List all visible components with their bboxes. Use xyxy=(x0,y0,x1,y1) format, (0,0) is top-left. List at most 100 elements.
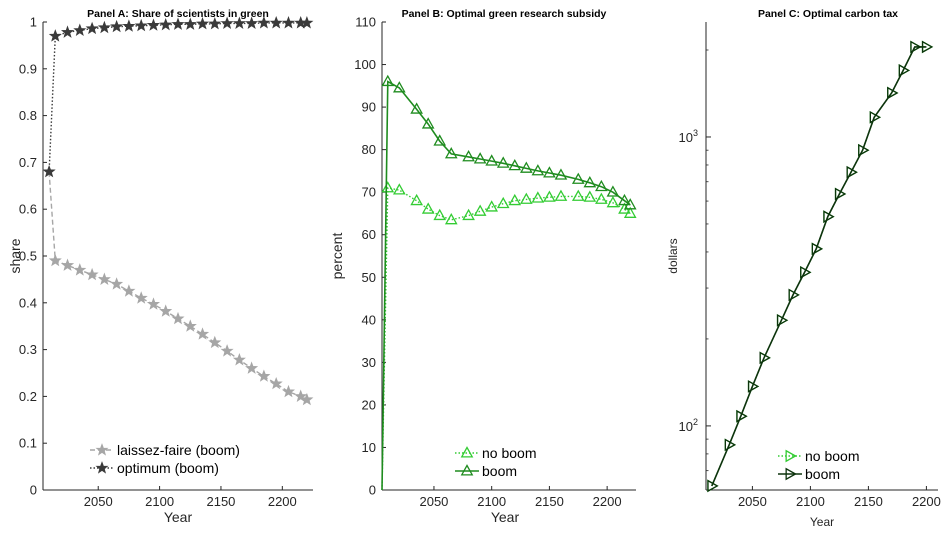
y-tick-label: 60 xyxy=(362,227,376,242)
legend: no boom boom xyxy=(778,448,859,482)
data-point-marker xyxy=(583,175,597,188)
y-axis-label: dollars xyxy=(666,238,680,273)
y-tick-label: 1 xyxy=(30,15,37,30)
data-point-marker xyxy=(485,154,499,166)
series-line xyxy=(711,46,927,487)
data-point-marker xyxy=(410,193,423,206)
x-tick-label: 2050 xyxy=(738,494,767,509)
y-tick-label: 0.6 xyxy=(19,202,37,217)
data-point-marker xyxy=(294,389,308,403)
data-point-marker xyxy=(606,185,620,197)
data-point-marker xyxy=(220,16,234,30)
data-point-marker xyxy=(171,17,185,30)
x-tick-label: 2050 xyxy=(84,494,113,509)
legend-marker xyxy=(785,467,797,481)
data-point-marker xyxy=(97,272,111,286)
data-point-marker xyxy=(208,335,222,349)
x-tick-label: 2100 xyxy=(796,494,825,509)
x-tick-label: 2150 xyxy=(854,494,883,509)
x-tick-label: 2150 xyxy=(206,494,235,509)
data-point-marker xyxy=(811,242,824,256)
y-tick-label: 0 xyxy=(369,483,376,498)
data-point-marker xyxy=(381,74,395,87)
data-point-marker xyxy=(623,206,637,218)
data-point-marker xyxy=(858,143,870,157)
data-point-marker xyxy=(788,288,800,302)
x-axis-label: Year xyxy=(164,509,193,525)
data-point-marker xyxy=(823,210,835,223)
data-point-marker xyxy=(421,117,435,129)
y-tick-label: 40 xyxy=(362,312,376,327)
data-point-marker xyxy=(473,152,487,164)
panel-3: Panel C: Optimal carbon tax 2050 2100 2150 2… xyxy=(666,8,941,529)
y-tick-label: 0.9 xyxy=(19,61,37,76)
y-tick-label: 50 xyxy=(362,270,376,285)
data-point-marker xyxy=(531,164,545,176)
y-tick-label: 30 xyxy=(362,355,376,370)
data-point-marker xyxy=(910,40,922,54)
data-point-marker xyxy=(392,81,406,93)
series-line xyxy=(381,80,631,491)
data-point-marker xyxy=(724,438,737,452)
series-1 xyxy=(381,181,637,491)
data-point-marker xyxy=(618,193,631,206)
data-point-marker xyxy=(846,165,858,179)
data-point-marker xyxy=(232,16,246,30)
y-tick-label: 10 xyxy=(362,440,376,455)
data-point-marker xyxy=(300,392,314,406)
y-tick-label: 0.3 xyxy=(19,342,37,357)
data-point-marker xyxy=(869,110,882,124)
data-point-marker xyxy=(171,311,185,325)
data-point-marker xyxy=(269,376,283,390)
data-point-marker xyxy=(245,16,259,30)
series-1 xyxy=(707,40,934,493)
data-point-marker xyxy=(42,164,56,178)
data-point-marker xyxy=(595,192,608,204)
panel-title: Panel B: Optimal green research subsidy xyxy=(402,8,607,20)
data-point-marker xyxy=(110,19,124,33)
data-point-marker xyxy=(195,327,210,340)
y-tick-label: 110 xyxy=(355,15,376,30)
x-tick-label: 2050 xyxy=(419,494,448,509)
legend-marker xyxy=(95,461,109,474)
y-tick-label: 0.2 xyxy=(19,389,37,404)
data-point-marker xyxy=(122,284,136,297)
legend-label: laissez-faire (boom) xyxy=(117,442,240,458)
data-point-marker xyxy=(707,479,719,493)
data-point-marker xyxy=(134,18,148,32)
data-point-marker xyxy=(921,40,934,54)
x-tick-label: 2150 xyxy=(535,494,564,509)
y-tick-label: 0.8 xyxy=(19,108,37,123)
data-point-marker xyxy=(281,16,296,29)
data-point-marker xyxy=(183,319,197,332)
data-point-marker xyxy=(421,202,435,214)
y-tick-label: 90 xyxy=(362,100,376,115)
y-tick-label: 103 xyxy=(679,128,698,145)
x-tick-label: 2100 xyxy=(477,494,506,509)
y-axis-label: percent xyxy=(329,233,345,280)
y-tick-label: 100 xyxy=(354,57,376,72)
data-point-marker xyxy=(887,86,899,100)
data-point-marker xyxy=(232,353,246,366)
data-point-marker xyxy=(257,16,271,29)
panel-title: Panel A: Share of scientists in green xyxy=(87,8,269,20)
data-point-marker xyxy=(508,158,522,171)
data-point-marker xyxy=(183,17,197,30)
data-point-marker xyxy=(73,23,87,37)
y-tick-label: 102 xyxy=(679,417,698,434)
data-point-marker xyxy=(245,361,259,374)
data-point-marker xyxy=(392,183,406,195)
data-point-marker xyxy=(583,190,597,202)
data-point-marker xyxy=(543,190,556,202)
data-point-marker xyxy=(433,208,447,221)
data-point-marker xyxy=(473,204,487,216)
y-tick-label: 20 xyxy=(362,397,376,412)
y-tick-label: 0.1 xyxy=(19,436,37,451)
series-2 xyxy=(381,74,637,491)
data-point-marker xyxy=(759,351,771,365)
data-point-marker xyxy=(898,64,911,77)
data-point-marker xyxy=(433,134,447,146)
legend-label: boom xyxy=(805,466,840,482)
data-point-marker xyxy=(48,29,62,42)
